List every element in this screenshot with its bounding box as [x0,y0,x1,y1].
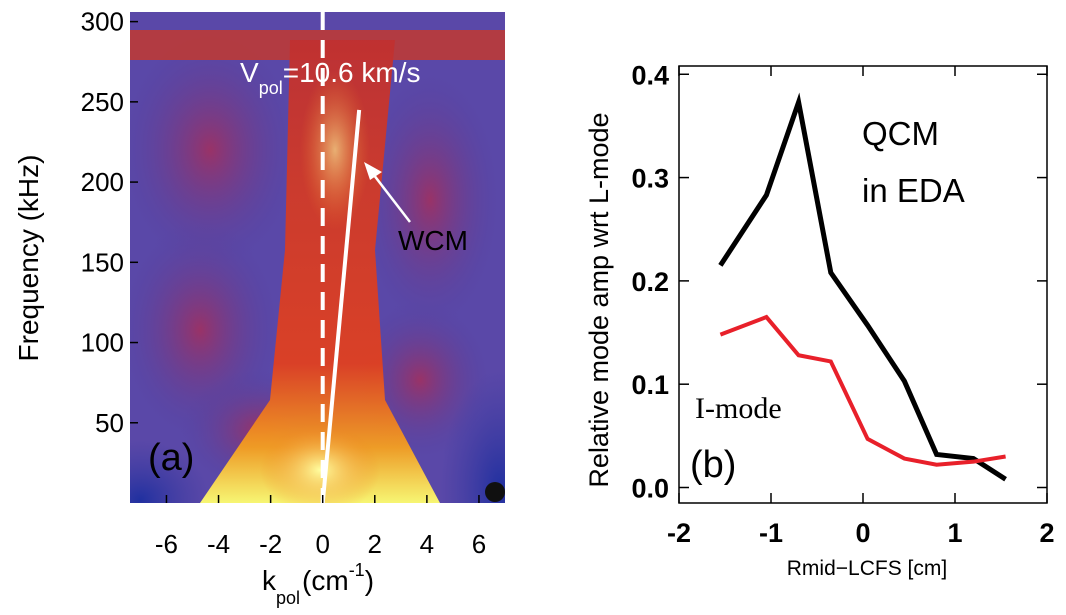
x-tick-label: 2 [1039,518,1054,548]
series-label: QCM [862,115,939,152]
x-tick-label: 0 [855,518,870,548]
x-tick-label: -2 [259,529,282,559]
line-panel: 0.0 0.1 0.2 0.3 0.4 -2 -1 0 1 2 QCM in EDA I-mode (b)… [584,60,1055,580]
annotation-arrow [369,169,411,223]
y-tick-label: 150 [81,247,124,277]
x-tick-label: 6 [472,529,486,559]
y-tick-label: 250 [81,87,124,117]
panel-label: (b) [690,444,736,486]
x-tick-label: -1 [759,518,783,548]
x-tick-label: 2 [368,529,382,559]
x-label-unit: (cm [302,565,349,596]
x-label-superscript: -1 [349,560,365,580]
x-tick-label: 4 [420,529,434,559]
x-label-symbol: k [262,565,277,596]
x-tick-label: -4 [207,529,230,559]
y-tick-label: 300 [81,7,124,37]
texture [130,30,300,270]
spectrogram-image [130,12,505,503]
x-tick-label: 1 [947,518,962,548]
x-tick-label: -6 [155,529,178,559]
series-line [718,92,1007,482]
y-tick-label: 0.2 [631,267,669,297]
texture [300,70,370,230]
velocity-value: =10.6 km/s [283,57,421,88]
y-axis-label: Relative mode amp wrt L-mode [584,112,614,487]
x-axis-label: Rmid−LCFS [cm] [787,557,947,580]
panel-label: (a) [148,437,194,479]
velocity-label: Vpol=10.6 km/s [240,57,420,98]
y-tick-label: 50 [95,408,124,438]
series-label: in EDA [862,172,965,209]
x-tick-label: 0 [315,529,329,559]
texture [440,370,505,503]
annotation: WCM [398,225,468,256]
y-tick-label: 0.0 [631,474,669,504]
texture [130,440,210,503]
plume [200,40,440,503]
arrow-head [364,162,382,180]
y-tick-label: 0.4 [631,60,669,90]
texture [260,425,380,503]
velocity-symbol: V [240,57,259,88]
x-label-subscript: pol [276,588,300,608]
x-axis-label: kpol(cm-1) [262,560,374,608]
x-label-close: ) [365,565,374,596]
texture [485,482,505,502]
series-label: I-mode [695,392,782,425]
fit-line [320,109,362,504]
y-tick-label: 0.1 [631,370,669,400]
y-tick-label: 200 [81,167,124,197]
series-line [719,314,1006,467]
y-axis-label: Frequency (kHz) [13,155,44,362]
y-tick-label: 0.3 [631,164,669,194]
velocity-subscript: pol [259,78,283,98]
texture [360,70,500,330]
y-tick-label: 100 [81,328,124,358]
spectrogram-panel: 50 100 150 200 250 300 -6 -4 -2 0 2 4 6 Frequency (kH… [13,7,505,608]
x-tick-label: -2 [667,518,691,548]
